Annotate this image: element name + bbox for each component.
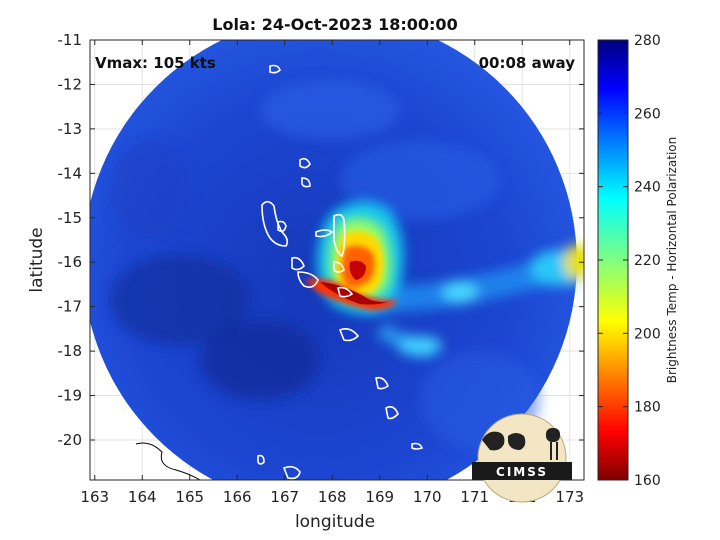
y-tick-label: -15 xyxy=(58,209,83,227)
vmax-annotation: Vmax: 105 kts xyxy=(95,54,216,72)
logo-text: CIMSS xyxy=(496,465,548,479)
colorbar-tick-label: 240 xyxy=(634,180,661,196)
colorbar-tick-label: 180 xyxy=(634,400,661,416)
x-tick-label: 165 xyxy=(175,488,204,506)
y-tick-label: -13 xyxy=(58,120,83,138)
colorbar-tick-label: 260 xyxy=(634,106,661,122)
y-tick-label: -19 xyxy=(58,387,83,405)
x-tick-label: 167 xyxy=(270,488,299,506)
chart-title: Lola: 24-Oct-2023 18:00:00 xyxy=(212,15,457,34)
y-tick-label: -14 xyxy=(58,164,83,182)
swath-group xyxy=(90,40,584,480)
x-tick-label: 173 xyxy=(555,488,584,506)
colorbar-tick-label: 200 xyxy=(634,326,661,342)
y-axis-label: latitude xyxy=(27,227,47,292)
y-axis-ticks: -11 -12 -13 -14 -15 -16 -17 -18 -19 -20 xyxy=(58,31,584,449)
y-tick-label: -18 xyxy=(58,342,83,360)
y-tick-label: -11 xyxy=(58,31,83,49)
x-tick-label: 163 xyxy=(80,488,109,506)
y-tick-label: -16 xyxy=(58,253,83,271)
colorbar-label: Brightness Temp - Horizontal Polarizatio… xyxy=(665,137,679,384)
x-tick-label: 164 xyxy=(128,488,157,506)
x-tick-label: 169 xyxy=(365,488,394,506)
rainband-layer xyxy=(359,244,584,360)
colorbar-tick-label: 280 xyxy=(634,33,661,49)
x-axis-label: longitude xyxy=(295,512,375,532)
y-tick-label: -17 xyxy=(58,298,83,316)
colorbar-ticks: 280 260 240 220 200 180 160 xyxy=(598,33,661,489)
time-offset-annotation: 00:08 away xyxy=(479,54,576,72)
x-tick-label: 170 xyxy=(413,488,442,506)
x-tick-label: 168 xyxy=(318,488,347,506)
colorbar-tick-label: 220 xyxy=(634,253,661,269)
y-tick-label: -20 xyxy=(58,431,83,449)
cimss-logo: CIMSS xyxy=(472,413,572,503)
x-tick-label: 171 xyxy=(460,488,489,506)
x-tick-label: 166 xyxy=(223,488,252,506)
colorbar-tick-label: 160 xyxy=(634,473,661,489)
y-tick-label: -12 xyxy=(58,75,83,93)
axes-frame xyxy=(89,39,585,481)
swath-texture xyxy=(110,80,540,450)
coastlines xyxy=(135,64,424,480)
